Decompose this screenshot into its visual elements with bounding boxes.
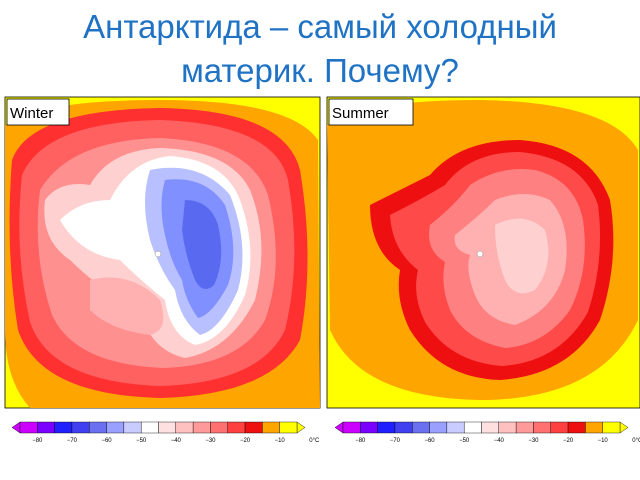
colorbars: −80 −70 −60 −50 −40 −30 −20 −10 0°C −80 −70 −60 −50 −… [11, 421, 640, 444]
colorbar-label: −50 [459, 438, 470, 444]
colorbar-label: −60 [101, 438, 112, 444]
colorbar-swatch [412, 421, 430, 434]
colorbar-label: −30 [528, 438, 539, 444]
colorbar-swatch [123, 421, 142, 434]
title-line: материк. Почему? [181, 52, 459, 89]
colorbar-arrow [296, 421, 306, 434]
colorbar-arrow [11, 421, 21, 434]
colorbar-label: −80 [32, 438, 43, 444]
colorbar-swatch [602, 421, 621, 434]
colorbar-label: −40 [171, 438, 182, 444]
colorbar-label: −80 [355, 438, 366, 444]
colorbar-swatch [567, 421, 586, 434]
colorbar-label: −10 [598, 438, 609, 444]
title-line: Антарктида – самый холодный [83, 8, 557, 45]
colorbar-arrow [619, 421, 629, 434]
colorbar-swatch [140, 421, 159, 434]
colorbar-swatch [585, 421, 603, 434]
colorbar-swatch [106, 421, 125, 434]
colorbar-swatch [533, 421, 551, 434]
panel-label: Summer [332, 105, 389, 122]
colorbar-swatch [394, 421, 413, 434]
colorbar-label: −30 [205, 438, 216, 444]
colorbar-label: −40 [494, 438, 505, 444]
colorbar-label: −70 [390, 438, 401, 444]
colorbar-swatch [227, 421, 246, 434]
colorbar-swatch [89, 421, 107, 434]
colorbar-label: −10 [275, 438, 286, 444]
colorbar-swatch [210, 421, 228, 434]
colorbar-label: −20 [240, 438, 251, 444]
colorbar-swatch [481, 421, 500, 434]
colorbar-swatch [262, 421, 280, 434]
colorbar-swatch [158, 421, 177, 434]
colorbar-swatch [244, 421, 263, 434]
colorbar-label: 0°C [309, 438, 320, 444]
colorbar-swatch [279, 421, 298, 434]
colorbar-swatch [498, 421, 517, 434]
winter-map [4, 96, 321, 409]
colorbar-swatch [54, 421, 73, 434]
colorbar-swatch [429, 421, 448, 434]
colorbar-label: 0°C [632, 438, 640, 444]
colorbar-swatch [19, 421, 38, 434]
summer-map [326, 96, 640, 409]
panel-label: Winter [10, 105, 53, 122]
colorbar-swatch [550, 421, 569, 434]
colorbar-swatch [377, 421, 396, 434]
colorbar-swatch [192, 421, 211, 434]
colorbar-swatch [37, 421, 55, 434]
colorbar-swatch [342, 421, 361, 434]
colorbar-label: −50 [136, 438, 147, 444]
colorbar-swatch [360, 421, 378, 434]
colorbar-arrow [334, 421, 344, 434]
colorbar-swatch [515, 421, 534, 434]
colorbar-label: −70 [67, 438, 78, 444]
colorbar-label: −20 [563, 438, 574, 444]
colorbar-label: −60 [424, 438, 435, 444]
colorbar-swatch [463, 421, 482, 434]
colorbar-swatch [175, 421, 194, 434]
colorbar-swatch [446, 421, 465, 434]
colorbar-swatch [71, 421, 90, 434]
